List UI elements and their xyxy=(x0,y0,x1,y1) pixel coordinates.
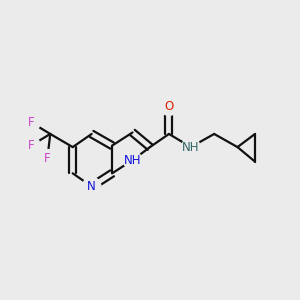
Text: F: F xyxy=(44,152,51,165)
Circle shape xyxy=(182,138,200,156)
Circle shape xyxy=(38,150,56,168)
Text: O: O xyxy=(164,100,174,113)
Text: N: N xyxy=(87,180,96,193)
Circle shape xyxy=(123,151,142,170)
Text: F: F xyxy=(28,116,34,129)
Circle shape xyxy=(22,113,40,131)
Text: F: F xyxy=(28,139,34,152)
Text: NH: NH xyxy=(182,141,200,154)
Text: NH: NH xyxy=(124,154,141,167)
Circle shape xyxy=(82,177,101,196)
Circle shape xyxy=(22,136,40,155)
Circle shape xyxy=(160,97,178,116)
